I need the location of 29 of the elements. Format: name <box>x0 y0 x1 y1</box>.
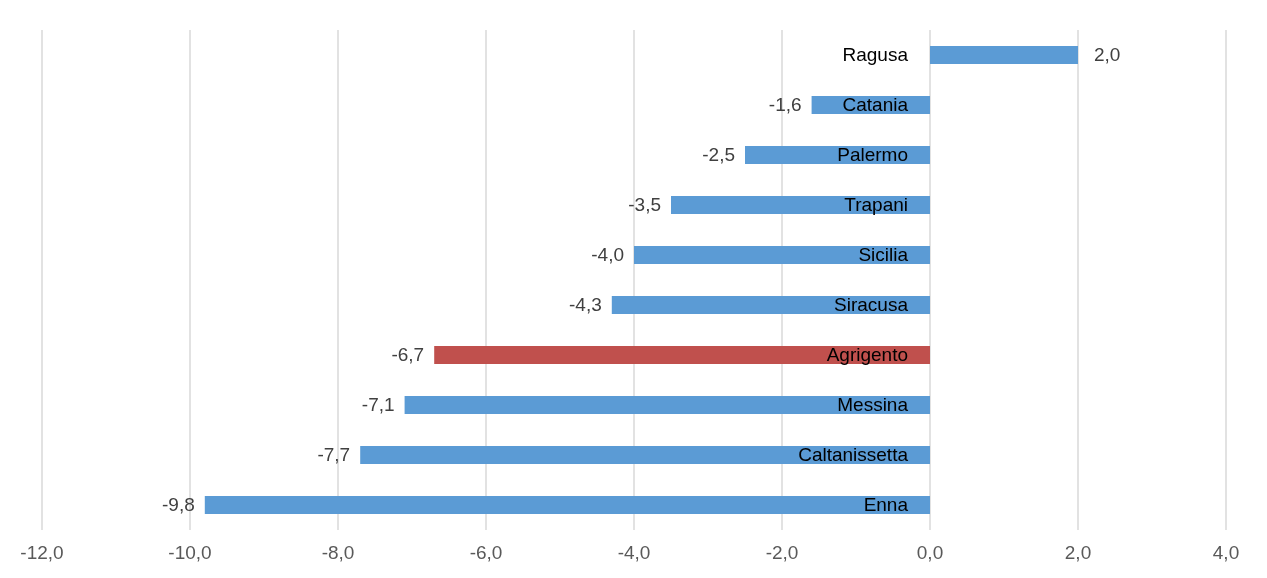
x-tick-label: 4,0 <box>1212 542 1240 564</box>
y-tick-label: Catania <box>842 94 909 115</box>
data-label: -1,6 <box>768 94 802 115</box>
data-label: -9,8 <box>162 494 195 515</box>
data-label: -7,7 <box>317 444 351 465</box>
y-tick-label: Messina <box>837 394 909 415</box>
y-tick-label: Agrigento <box>826 344 908 365</box>
data-label: -3,5 <box>628 194 661 215</box>
data-label: -2,5 <box>702 144 735 165</box>
y-tick-label: Ragusa <box>842 44 909 65</box>
x-tick-label: -4,0 <box>617 542 651 564</box>
data-label: -4,0 <box>591 244 624 265</box>
x-tick-label: 0,0 <box>916 542 944 564</box>
x-tick-label: -8,0 <box>321 542 355 564</box>
data-label: -4,3 <box>569 294 602 315</box>
data-label: -7,1 <box>361 394 395 415</box>
x-tick-label: -6,0 <box>469 542 503 564</box>
x-tick-label: -10,0 <box>168 542 212 564</box>
data-label: 2,0 <box>1094 44 1121 65</box>
x-tick-label: 2,0 <box>1064 542 1092 564</box>
x-tick-label: -12,0 <box>20 542 64 564</box>
y-tick-label: Siracusa <box>834 294 909 315</box>
y-tick-label: Trapani <box>844 194 908 215</box>
y-tick-label: Sicilia <box>858 244 909 265</box>
data-label: -6,7 <box>391 344 425 365</box>
y-tick-label: Enna <box>863 494 909 515</box>
x-tick-label: -2,0 <box>765 542 799 564</box>
y-tick-label: Palermo <box>837 144 908 165</box>
y-tick-label: Caltanissetta <box>798 444 909 465</box>
